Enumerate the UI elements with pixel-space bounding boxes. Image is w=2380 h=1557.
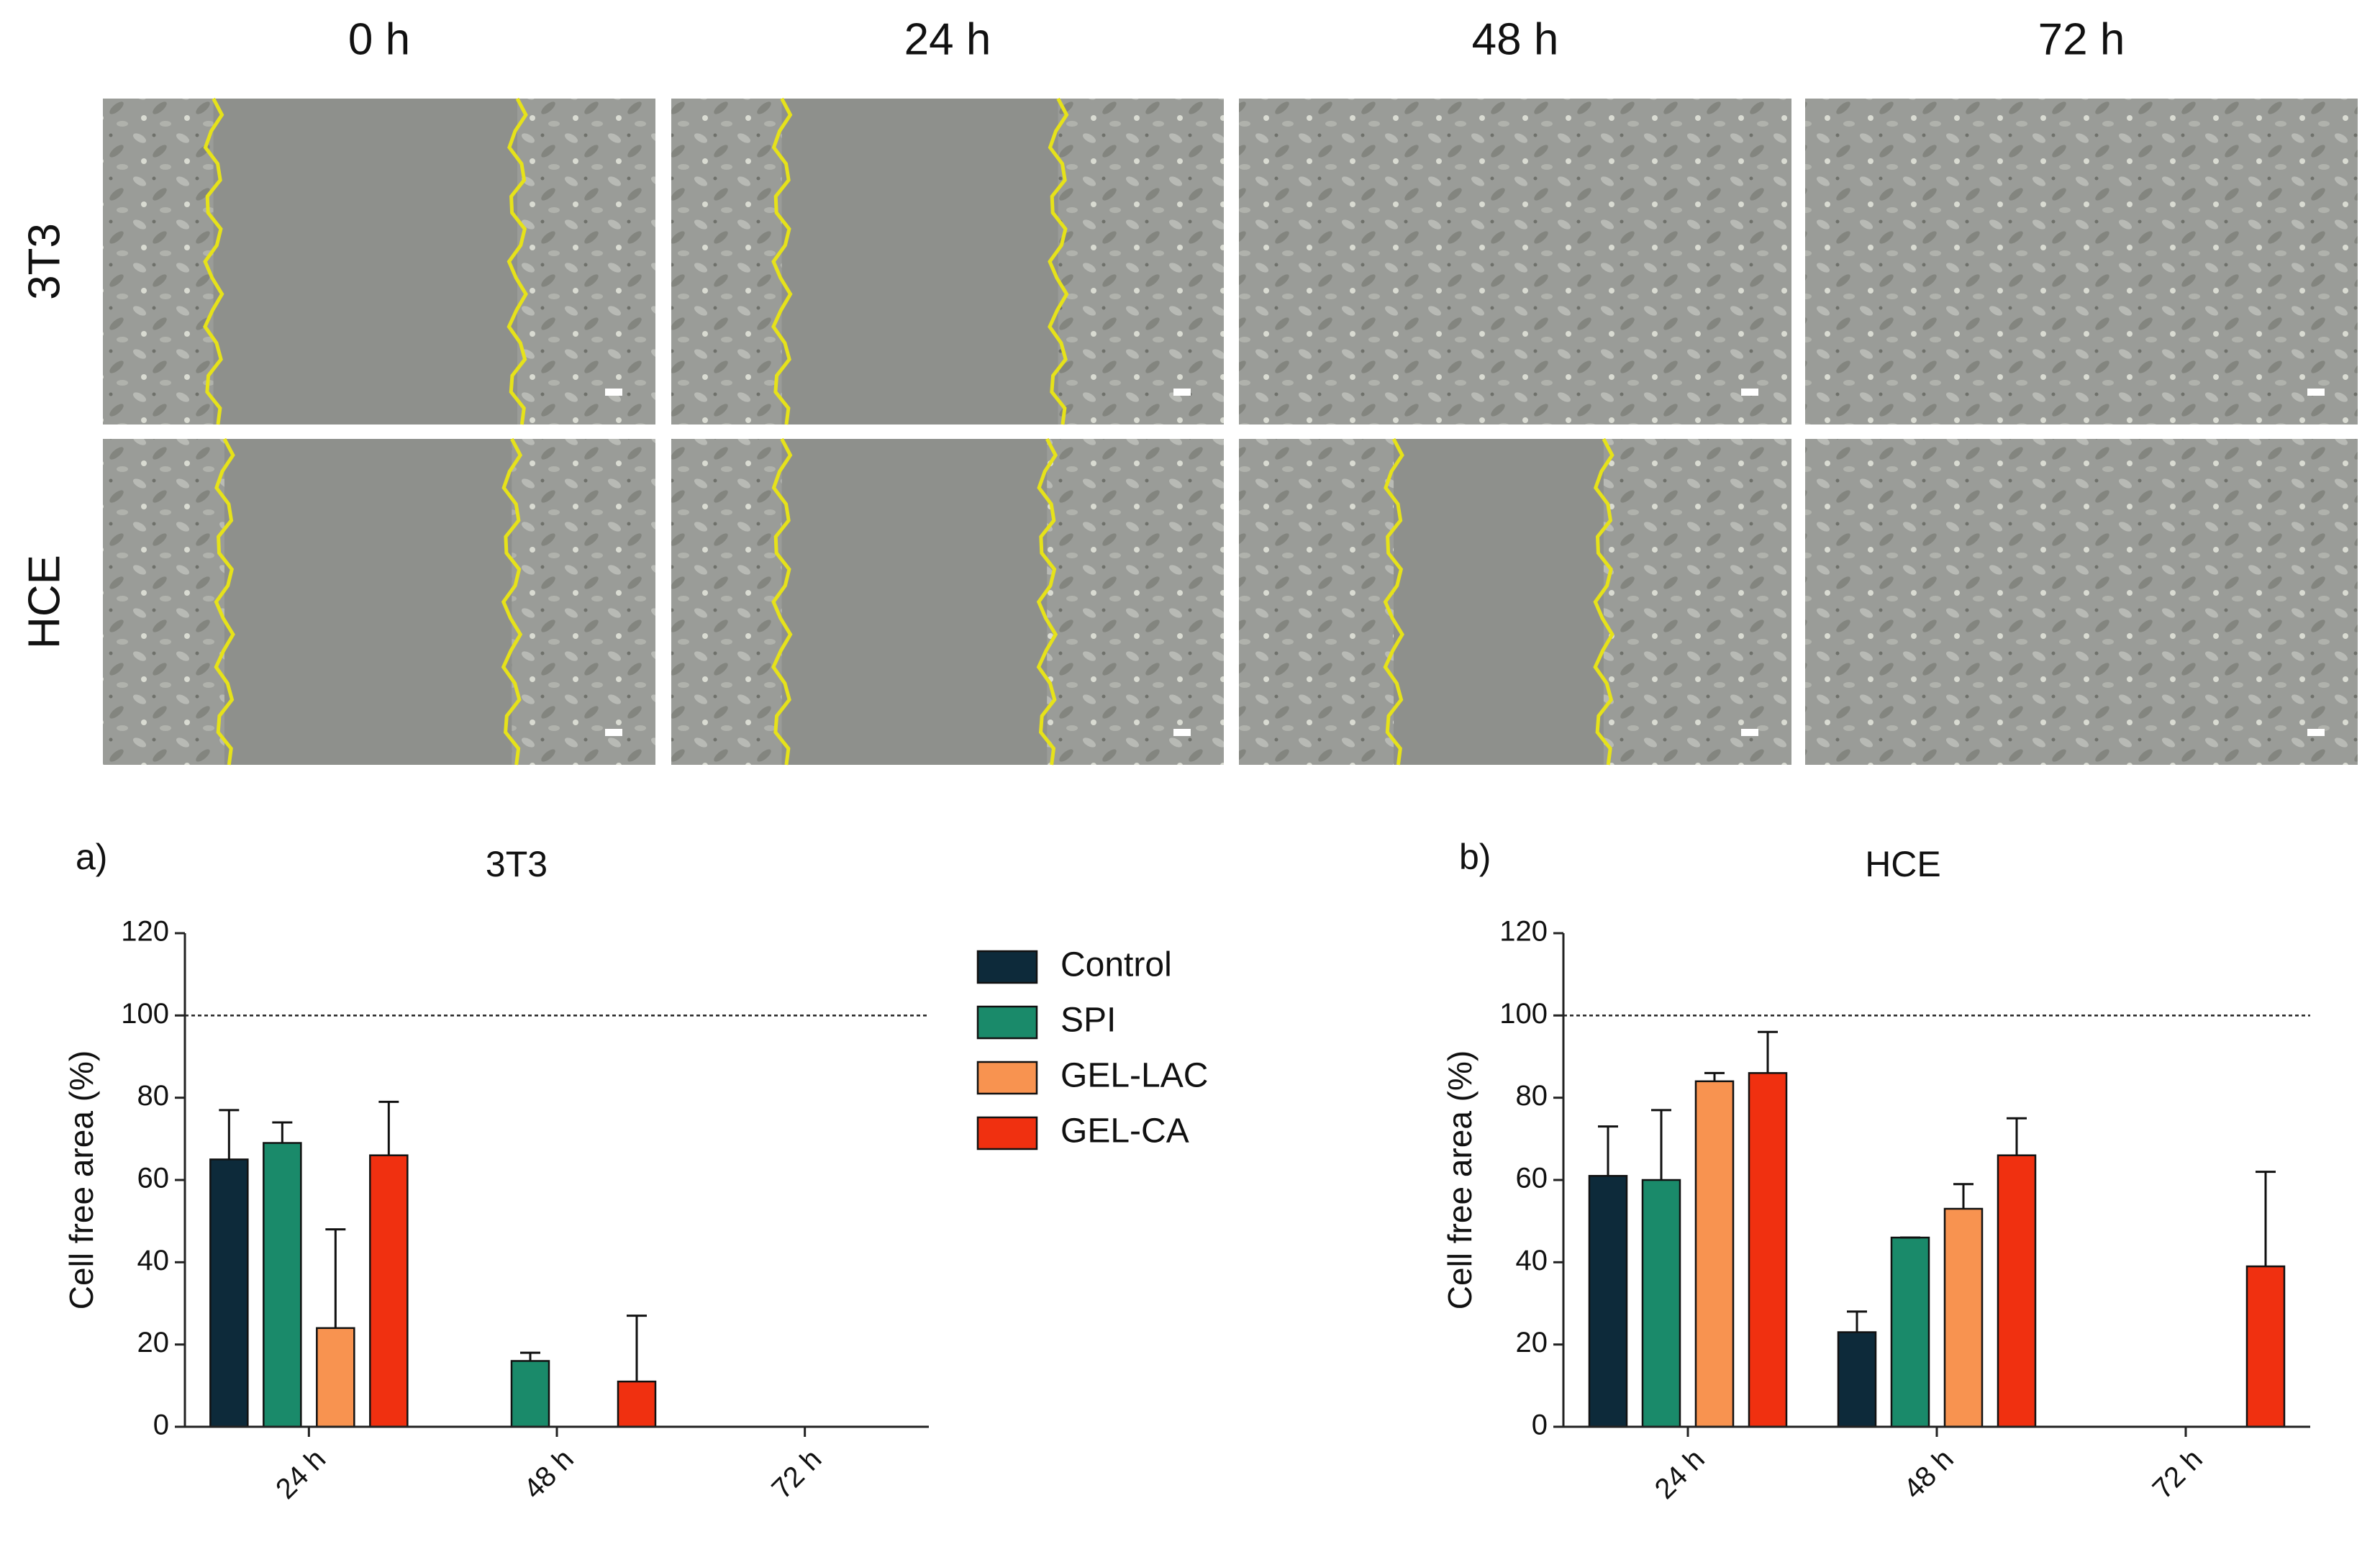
bar [1837,1331,1877,1428]
error-bar [272,1121,293,1143]
wound-edge [771,437,793,766]
legend-label: SPI [1060,1002,1116,1040]
y-tick-label: 80 [1516,1080,1548,1112]
error-bar [1651,1109,1671,1180]
wound-edge [771,97,793,425]
y-tick-label: 0 [1532,1410,1548,1441]
bar [1943,1207,1984,1428]
y-tick-label: 20 [1516,1327,1548,1358]
scale-bar [605,389,622,396]
panel-label: b) [1459,837,1491,877]
wound-edge [1593,437,1614,766]
bar [1641,1179,1681,1428]
wound-edge [203,97,224,425]
wound-area [213,99,517,425]
bar [209,1158,249,1428]
wound-edge [507,97,528,425]
scale-bar [2307,729,2325,736]
x-tick-label: 72 h [766,1443,827,1505]
legend-swatch [976,1061,1038,1095]
scale-bar [1741,729,1758,736]
y-tick-label: 20 [137,1327,170,1358]
bar [617,1380,657,1428]
legend-label: Control [1060,946,1172,984]
x-tick-label: 48 h [518,1443,580,1505]
x-tick-label: 48 h [1898,1443,1960,1505]
bar [2245,1265,2286,1428]
wound-edge [1036,437,1058,766]
scale-bar [1173,729,1191,736]
y-tick-label: 60 [137,1163,170,1194]
wound-area [781,439,1048,765]
bar [316,1327,355,1428]
bar [1890,1236,1930,1428]
bar [1694,1080,1735,1428]
error-bar [1847,1310,1867,1333]
wound-edge [501,437,523,766]
panel-label: a) [76,837,107,877]
micrograph [1239,99,1791,425]
scale-bar [2307,389,2325,396]
y-tick-label: 80 [137,1080,170,1112]
column-label: 48 h [1472,14,1559,64]
error-bar [520,1351,540,1361]
bar [1588,1175,1628,1428]
legend-label: GEL-CA [1060,1112,1189,1150]
error-bar [1953,1183,1974,1209]
x-tick-label: 72 h [2147,1443,2209,1505]
y-tick-label: 120 [1499,916,1548,948]
legend-swatch [976,950,1038,984]
bar [1748,1072,1788,1428]
chart-title: 3T3 [486,844,548,884]
scale-bar [605,729,622,736]
micrograph [1805,99,2358,425]
y-tick-label: 120 [121,916,169,948]
row-label: HCE [19,555,69,649]
error-bar [1704,1071,1725,1081]
wound-edge [1383,437,1404,766]
wound-area [224,439,512,765]
column-label: 24 h [904,14,991,64]
bar [1997,1154,2037,1428]
y-tick-label: 40 [1516,1245,1548,1276]
bar [369,1154,409,1428]
legend-swatch [976,1005,1038,1040]
micrograph [1805,439,2358,765]
legend-swatch [976,1116,1038,1150]
error-bar [1598,1125,1618,1176]
error-bar [2007,1117,2027,1156]
error-bar [219,1109,240,1160]
wound-area [781,99,1058,425]
wound-area [1394,439,1604,765]
column-label: 72 h [2038,14,2125,64]
error-bar [378,1100,399,1156]
scale-bar [1173,389,1191,396]
x-tick-label: 24 h [270,1443,332,1505]
y-tick-label: 40 [137,1245,170,1276]
y-axis-label: Cell free area (%) [1441,1050,1479,1309]
y-tick-label: 60 [1516,1163,1548,1194]
error-bar [627,1315,647,1382]
scale-bar [1741,389,1758,396]
y-tick-label: 0 [153,1410,169,1441]
bar [510,1360,550,1428]
error-bar [1758,1030,1778,1073]
wound-edge [214,437,235,766]
bar [263,1142,302,1428]
error-bar [2256,1171,2276,1267]
y-tick-label: 100 [1499,998,1548,1030]
y-tick-label: 100 [121,998,169,1030]
error-bar [325,1228,346,1328]
x-tick-label: 24 h [1649,1443,1711,1505]
row-label: 3T3 [19,223,69,300]
legend-label: GEL-LAC [1060,1057,1208,1095]
y-axis-label: Cell free area (%) [63,1050,100,1309]
chart-title: HCE [1865,844,1941,884]
wound-edge [1048,97,1069,425]
column-label: 0 h [348,14,410,64]
